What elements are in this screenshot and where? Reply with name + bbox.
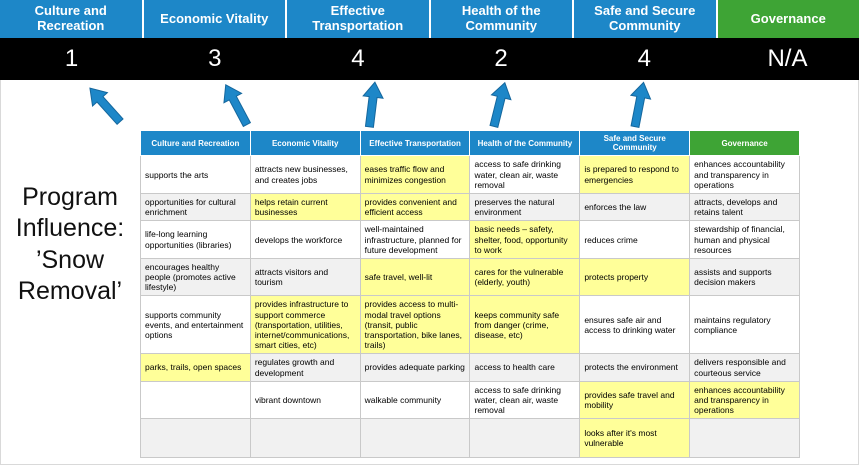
matrix-cell: preserves the natural environment (469, 192, 581, 222)
matrix-cell-highlighted: parks, trails, open spaces (140, 353, 251, 382)
matrix-cell-highlighted: is prepared to respond to emergencies (579, 155, 691, 194)
matrix-cell-highlighted: safe travel, well-lit (359, 257, 471, 297)
score-governance: N/A (767, 45, 808, 72)
arrow-up-icon (89, 87, 124, 125)
matrix-cell (140, 380, 251, 420)
matrix-cell (469, 418, 581, 459)
score-economic-vitality: 3 (208, 45, 222, 72)
matrix-cell: access to safe drinking water, clean air… (469, 155, 581, 194)
matrix-cell: delivers responsible and courteous servi… (689, 353, 800, 382)
matrix-cell: walkable community (359, 380, 471, 420)
matrix-header-safe-secure-community: Safe and Secure Community (579, 129, 691, 157)
matrix-cell-highlighted: provides access to multi-modal travel op… (359, 295, 471, 355)
influence-matrix: Culture and Recreation Economic Vitality… (140, 129, 800, 459)
matrix-cell: supports the arts (140, 155, 251, 194)
matrix-cell: regulates growth and development (249, 353, 361, 382)
arrow-band (89, 81, 652, 128)
matrix-cell (249, 418, 361, 459)
matrix-header-row: Culture and Recreation Economic Vitality… (140, 129, 800, 157)
score-culture-recreation: 1 (64, 45, 79, 72)
matrix-cell-highlighted: helps retain current businesses (249, 192, 361, 222)
matrix-header-economic-vitality: Economic Vitality (249, 129, 361, 157)
matrix-cell-highlighted: provides infrastructure to support comme… (249, 295, 361, 355)
matrix-cell: well-maintained infrastructure, planned … (359, 220, 471, 259)
pillar-header-safe-secure-community: Safe and Secure Community (574, 0, 718, 38)
score-effective-transportation: 4 (351, 45, 365, 72)
matrix-cell: access to safe drinking water, clean air… (469, 380, 581, 420)
pillar-header-effective-transportation: Effective Transportation (287, 0, 431, 38)
matrix-body: supports the arts attracts new businesses… (140, 155, 800, 459)
matrix-row: opportunities for cultural enrichment hel… (140, 192, 800, 222)
matrix-cell: assists and supports decision makers (689, 257, 800, 297)
matrix-header-effective-transportation: Effective Transportation (359, 129, 471, 157)
matrix-cell-highlighted: eases traffic flow and minimizes congest… (359, 155, 471, 194)
matrix-header-culture-recreation: Culture and Recreation (140, 129, 251, 157)
matrix-row: supports the arts attracts new businesses… (140, 155, 800, 194)
matrix-cell-highlighted: protects property (579, 257, 691, 297)
matrix-cell: attracts visitors and tourism (249, 257, 361, 297)
matrix-row: vibrant downtown walkable community access… (140, 380, 800, 420)
matrix-cell: protects the environment (579, 353, 691, 382)
pillar-header-health-community: Health of the Community (430, 0, 574, 38)
pillar-header-governance: Governance (717, 0, 859, 38)
matrix-cell-highlighted: basic needs – safety, shelter, food, opp… (469, 220, 581, 259)
matrix-cell: supports community events, and entertain… (140, 295, 251, 355)
arrow-up-icon (362, 81, 384, 128)
matrix-cell: reduces crime (579, 220, 691, 259)
matrix-cell: access to health care (469, 353, 581, 382)
matrix-row: life-long learning opportunities (librar… (140, 220, 800, 259)
matrix-cell: encourages healthy people (promotes acti… (140, 257, 251, 297)
matrix-cell: life-long learning opportunities (librar… (140, 220, 251, 259)
matrix-row: looks after it's most vulnerable (140, 418, 800, 459)
score-band: 1 3 4 2 4 N/A (0, 38, 859, 80)
matrix-cell: vibrant downtown (249, 380, 361, 420)
arrow-up-icon (223, 84, 252, 128)
matrix-row: parks, trails, open spaces regulates grow… (140, 353, 800, 382)
pillar-header-culture-recreation: Culture and Recreation (0, 0, 144, 38)
matrix-cell-highlighted: cares for the vulnerable (elderly, youth… (469, 257, 581, 297)
matrix-cell-highlighted: enhances accountability and transparency… (689, 380, 800, 420)
matrix-cell-highlighted: provides safe travel and mobility (579, 380, 691, 420)
pillar-banner: Culture and Recreation Economic Vitality… (0, 0, 859, 38)
matrix-cell: attracts new businesses, and creates job… (249, 155, 361, 194)
matrix-cell: develops the workforce (249, 220, 361, 259)
arrow-up-icon (489, 81, 512, 128)
matrix-cell-highlighted: keeps community safe from danger (crime,… (469, 295, 581, 355)
matrix-cell-highlighted: provides convenient and efficient access (359, 192, 471, 222)
score-safe-secure-community: 4 (637, 45, 651, 72)
matrix-header: Culture and Recreation Economic Vitality… (140, 129, 800, 157)
matrix-row: supports community events, and entertain… (140, 295, 800, 355)
matrix-cell: opportunities for cultural enrichment (140, 192, 251, 222)
matrix-header-governance: Governance (689, 129, 800, 157)
matrix-cell: enforces the law (579, 192, 691, 222)
matrix-row: encourages healthy people (promotes acti… (140, 257, 800, 297)
matrix-cell: attracts, develops and retains talent (689, 192, 800, 222)
matrix-cell: enhances accountability and transparency… (689, 155, 800, 194)
score-health-community: 2 (494, 45, 508, 72)
program-title: Program Influence: ’Snow Removal’ (15, 183, 125, 305)
matrix-cell: provides adequate parking (359, 353, 471, 382)
matrix-cell (140, 418, 251, 459)
matrix-cell (359, 418, 471, 459)
matrix-cell: stewardship of financial, human and phys… (689, 220, 800, 259)
arrow-up-icon (629, 81, 652, 128)
pillar-header-economic-vitality: Economic Vitality (143, 0, 287, 38)
matrix-cell (689, 418, 800, 459)
matrix-cell: ensures safe air and access to drinking … (579, 295, 691, 355)
matrix-cell: maintains regulatory compliance (689, 295, 800, 355)
matrix-cell-highlighted: looks after it's most vulnerable (579, 418, 691, 459)
matrix-header-health-community: Health of the Community (469, 129, 581, 157)
